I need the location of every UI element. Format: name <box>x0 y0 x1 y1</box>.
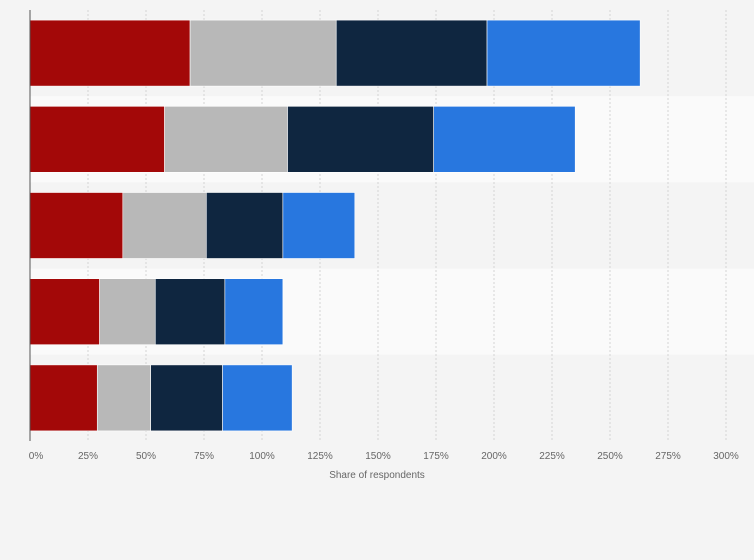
bar-row1-seg1 <box>29 19 191 87</box>
bar-row5-seg4 <box>222 364 293 432</box>
x-tick-label-50: 50% <box>136 451 156 462</box>
x-tick-label-175: 175% <box>423 451 449 462</box>
bar-row3-seg2 <box>122 192 207 259</box>
x-axis-title: Share of respondents <box>329 470 425 481</box>
bars <box>29 19 641 432</box>
bar-row3-seg1 <box>29 192 124 259</box>
bar-row4-seg3 <box>154 278 226 346</box>
bar-row2-seg3 <box>287 106 434 173</box>
x-tick-label-250: 250% <box>597 451 623 462</box>
bar-row4-seg2 <box>99 278 156 346</box>
x-tick-label-275: 275% <box>655 451 681 462</box>
x-tick-label-75: 75% <box>194 451 214 462</box>
bar-row2-seg2 <box>164 106 288 173</box>
bar-row2-seg4 <box>433 106 576 173</box>
x-tick-label-100: 100% <box>249 451 275 462</box>
bar-row1-seg4 <box>486 19 641 87</box>
x-tick-label-25: 25% <box>78 451 98 462</box>
x-tick-label-0: 0% <box>29 451 44 462</box>
bar-row1-seg2 <box>189 19 337 87</box>
x-tick-label-300: 300% <box>713 451 739 462</box>
bar-row2-seg1 <box>29 106 165 173</box>
bar-row3-seg4 <box>282 192 356 259</box>
bar-row1-seg3 <box>335 19 488 87</box>
bar-row3-seg3 <box>206 192 284 259</box>
bar-row4-seg1 <box>29 278 100 346</box>
bar-row4-seg4 <box>224 278 284 346</box>
x-tick-label-200: 200% <box>481 451 507 462</box>
x-tick-label-225: 225% <box>539 451 565 462</box>
bar-row5-seg3 <box>150 364 223 432</box>
x-tick-label-125: 125% <box>307 451 333 462</box>
x-tick-labels: 0% 25% 50% 75% 100% 125% 150% 175% 200% 225% 250% 2… <box>29 451 739 462</box>
x-tick-label-150: 150% <box>365 451 391 462</box>
bar-row5-seg1 <box>29 364 98 432</box>
bar-row5-seg2 <box>96 364 151 432</box>
